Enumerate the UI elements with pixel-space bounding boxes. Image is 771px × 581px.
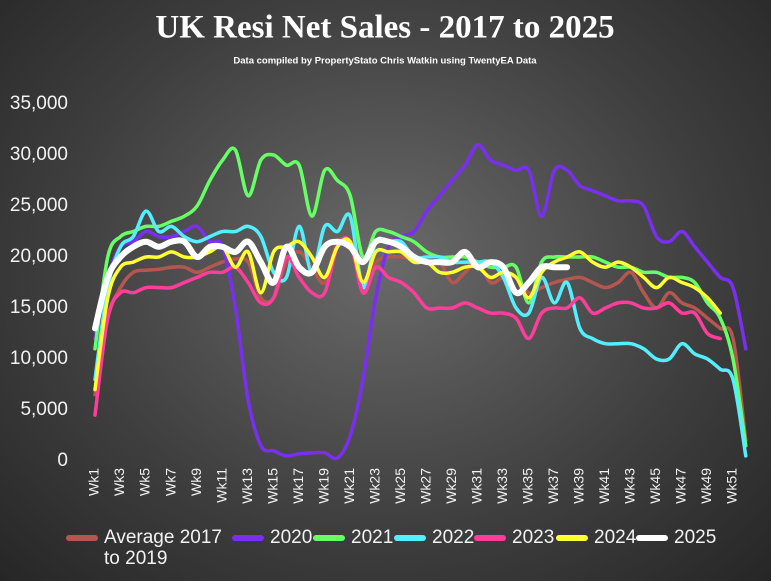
series-line [93, 237, 748, 443]
y-tick-label: 5,000 [20, 399, 68, 420]
x-tick-label: Wk35 [520, 468, 536, 504]
x-tick-label: Wk17 [290, 468, 306, 504]
legend-item: 2022 [394, 527, 474, 548]
x-tick-label: Wk31 [469, 468, 485, 504]
legend-label: 2024 [594, 527, 637, 548]
x-tick-label: Wk37 [545, 468, 561, 504]
series-line [93, 236, 722, 417]
legend-label: Average 2017 to 2019 [104, 527, 222, 569]
x-tick-label: Wk3 [111, 468, 127, 496]
series-line [93, 143, 748, 461]
x-tick-label: Wk51 [724, 468, 740, 504]
y-tick-label: 30,000 [10, 144, 68, 165]
x-tick-label: Wk7 [162, 468, 178, 496]
x-tick-label: Wk41 [596, 468, 612, 504]
series-line [93, 146, 748, 448]
x-tick-label: Wk47 [673, 468, 689, 504]
y-tick-label: 15,000 [10, 297, 68, 318]
x-tick-label: Wk13 [239, 468, 255, 504]
x-tick-label: Wk19 [315, 468, 331, 504]
legend-swatch [636, 535, 668, 541]
legend-swatch [232, 535, 264, 541]
series-line [93, 237, 722, 392]
x-tick-label: Wk11 [213, 468, 229, 503]
x-tick-label: Wk29 [443, 468, 459, 504]
x-tick-label: Wk21 [341, 468, 357, 504]
x-tick-label: Wk43 [622, 468, 638, 504]
legend-item: 2021 [313, 527, 393, 548]
y-tick-label: 25,000 [10, 195, 68, 216]
x-tick-label: Wk27 [417, 468, 433, 504]
legend-item: 2025 [636, 527, 716, 548]
x-tick-label: Wk45 [647, 468, 663, 504]
legend-item: Average 2017 to 2019 [66, 527, 226, 569]
legend-label: 2023 [512, 527, 555, 548]
x-tick-label: Wk1 [86, 468, 102, 496]
legend-label: 2021 [351, 527, 394, 548]
x-tick-label: Wk39 [571, 468, 587, 504]
x-tick-label: Wk5 [137, 468, 153, 496]
legend-swatch [66, 535, 98, 541]
chart-title: UK Resi Net Sales - 2017 to 2025 [155, 10, 614, 46]
y-tick-label: 0 [57, 450, 68, 471]
y-tick-label: 35,000 [10, 93, 68, 114]
legend-swatch [394, 535, 426, 541]
x-tick-label: Wk15 [264, 468, 280, 504]
legend-swatch [313, 535, 345, 541]
legend-item: 2020 [232, 527, 312, 548]
x-tick-label: Wk25 [392, 468, 408, 504]
legend-swatch [556, 535, 588, 541]
x-tick-label: Wk9 [188, 468, 204, 496]
legend-label: 2025 [674, 527, 717, 548]
legend-label: 2020 [270, 527, 313, 548]
chart-subtitle: Data compiled by PropertyStato Chris Wat… [233, 56, 537, 67]
x-tick-label: Wk33 [494, 468, 510, 504]
x-tick-label: Wk49 [698, 468, 714, 504]
legend-item: 2023 [474, 527, 554, 548]
y-tick-label: 10,000 [10, 348, 68, 369]
legend-label: 2022 [432, 527, 475, 548]
x-tick-label: Wk23 [366, 468, 382, 504]
legend-swatch [474, 535, 506, 541]
legend-item: 2024 [556, 527, 636, 548]
y-tick-label: 20,000 [10, 246, 68, 267]
series-line [92, 236, 571, 332]
